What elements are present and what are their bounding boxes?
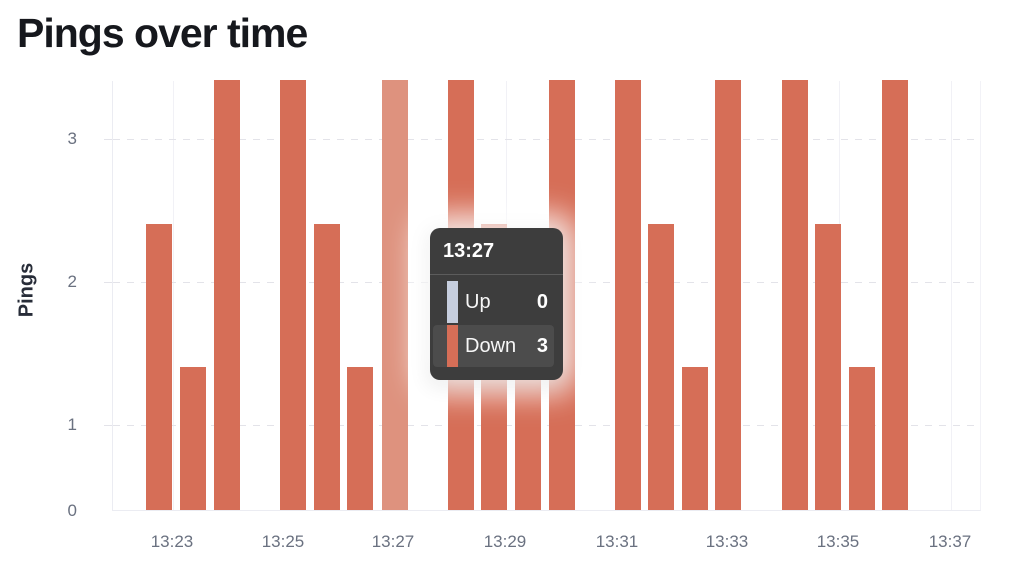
ping-bar[interactable]: [347, 367, 373, 510]
tooltip-time: 13:27: [430, 228, 563, 275]
ping-bar[interactable]: [280, 80, 306, 510]
tooltip-label: Down: [465, 334, 517, 357]
y-tick-label: 3: [67, 129, 77, 148]
tooltip-value: 0: [536, 290, 548, 313]
tooltip-swatch-down: [447, 325, 458, 367]
ping-bar[interactable]: [782, 80, 808, 510]
chart-tooltip: 13:27 Up 0 Down 3: [430, 228, 563, 380]
y-tick-mark: [104, 139, 112, 140]
x-tick-label: 13:37: [928, 532, 972, 551]
tooltip-swatch-up: [447, 281, 458, 323]
x-tick-label: 13:31: [595, 532, 639, 551]
y-tick-label: 2: [67, 272, 77, 291]
ping-bar[interactable]: [214, 80, 240, 510]
x-gridline: [173, 81, 174, 510]
x-tick-label: 13:25: [261, 532, 305, 551]
y-tick-mark: [104, 425, 112, 426]
ping-bar-hovered[interactable]: [382, 80, 408, 510]
page-title: Pings over time: [17, 10, 308, 56]
ping-bar[interactable]: [146, 224, 172, 510]
x-gridline: [951, 81, 952, 510]
ping-bar[interactable]: [180, 367, 206, 510]
x-tick-label: 13:27: [371, 532, 415, 551]
tooltip-body: Up 0 Down 3: [430, 275, 563, 377]
ping-bar[interactable]: [615, 80, 641, 510]
y-gridline: [113, 139, 980, 140]
tooltip-row-up: Up 0: [433, 281, 554, 323]
x-tick-label: 13:35: [816, 532, 860, 551]
ping-bar[interactable]: [715, 80, 741, 510]
tooltip-value: 3: [536, 334, 548, 357]
y-tick-label: 0: [67, 501, 77, 520]
ping-bar[interactable]: [849, 367, 875, 510]
ping-bar[interactable]: [314, 224, 340, 510]
y-gridline: [113, 425, 980, 426]
ping-bar[interactable]: [815, 224, 841, 510]
tooltip-row-down: Down 3: [433, 325, 554, 367]
x-tick-label: 13:33: [705, 532, 749, 551]
ping-bar[interactable]: [648, 224, 674, 510]
tooltip-label: Up: [465, 290, 491, 313]
ping-bar[interactable]: [882, 80, 908, 510]
ping-bar[interactable]: [682, 367, 708, 510]
ping-bar[interactable]: [515, 367, 541, 510]
y-tick-mark: [104, 282, 112, 283]
x-tick-label: 13:29: [483, 532, 527, 551]
y-tick-label: 1: [67, 415, 77, 434]
plot-area[interactable]: [104, 80, 981, 511]
x-tick-label: 13:23: [150, 532, 194, 551]
